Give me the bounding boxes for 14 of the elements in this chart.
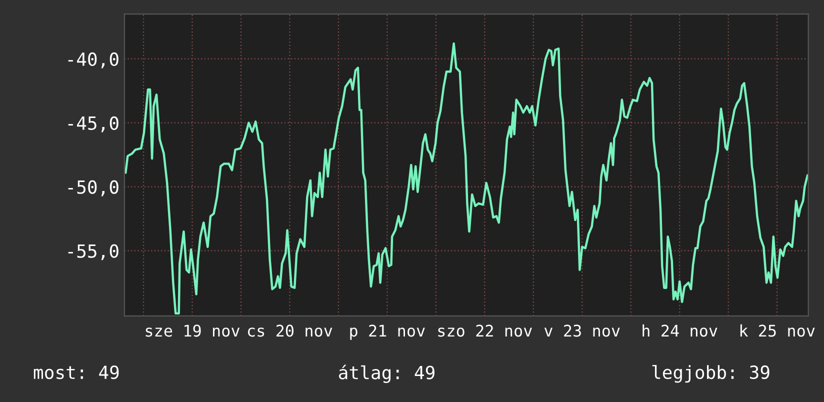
text: legjobb: 39 [652,365,770,383]
y-tick-label: -50,0 [68,180,118,196]
x-tick-label: cs 20 nov [248,324,332,337]
text: átlag: 49 [339,364,434,384]
x-tick-label: v 23 nov [544,324,620,337]
x-tick-label: h 24 nov [642,324,718,337]
y-tick-label: -55,0 [68,244,118,260]
x-tick-label: p 21 nov [350,324,425,340]
text: most: 49 [34,365,119,380]
x-tick-label: szo 22 nov [438,324,532,337]
x-tick-label: k 25 nov [740,324,815,337]
y-tick-label: -45,0 [68,116,118,132]
y-tick-label: -40,0 [68,52,118,68]
x-tick-label: sze 19 nov [146,324,240,337]
